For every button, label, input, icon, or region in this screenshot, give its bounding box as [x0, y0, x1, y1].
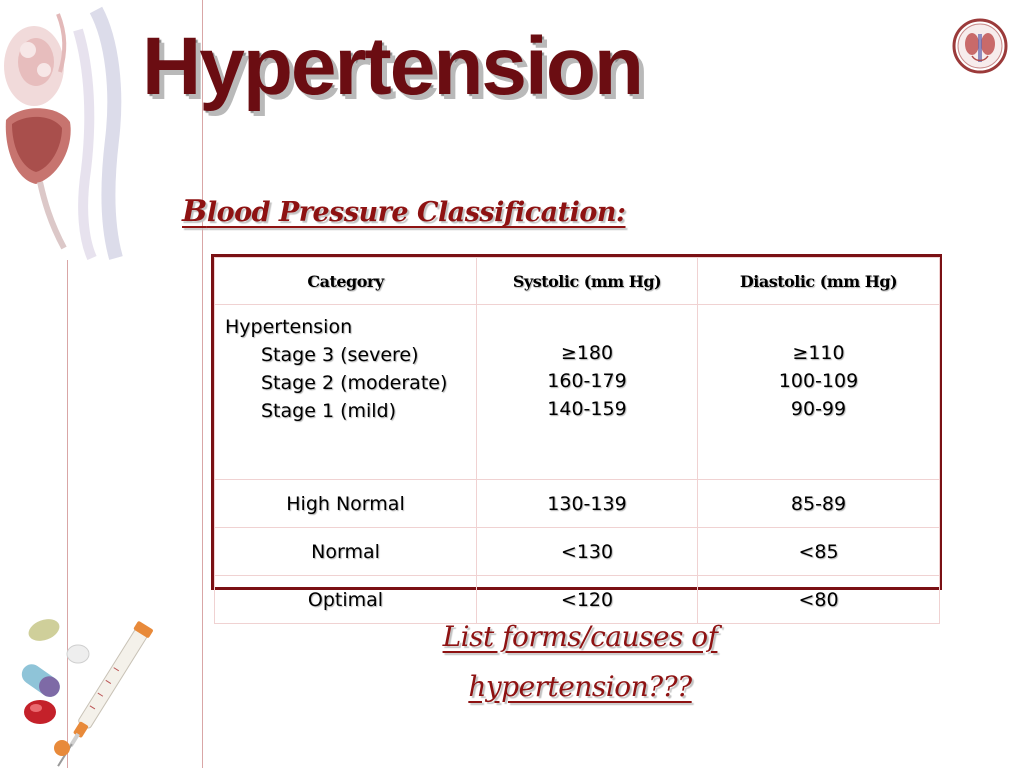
column-header-diastolic: Diastolic (mm Hg) [697, 257, 940, 305]
kidney-anatomy-illustration [0, 0, 130, 260]
category-label-hypertension: Hypertension [225, 316, 353, 338]
margin-guide-lines [67, 0, 203, 768]
discussion-prompt-line-2: hypertension??? [468, 670, 692, 703]
systolic-cell: <120 [476, 575, 698, 624]
diastolic-cell: <85 [697, 527, 940, 576]
systolic-cell: 130-139 [476, 479, 698, 528]
table-row-normal: Normal <130 <85 [214, 527, 940, 576]
kidney-logo-icon [952, 18, 1008, 74]
diastolic-stage-3: ≥110 [792, 342, 845, 364]
discussion-prompt-line-1: List forms/causes of [442, 620, 718, 653]
table-row-high-normal: High Normal 130-139 85-89 [214, 479, 940, 528]
diastolic-stage-1: 90-99 [790, 398, 847, 420]
systolic-stage-1: 140-159 [547, 398, 627, 420]
category-cell-hypertension: Hypertension Stage 3 (severe) Stage 2 (m… [214, 304, 477, 480]
systolic-stage-3: ≥180 [560, 342, 614, 364]
diastolic-stage-2: 100-109 [778, 370, 859, 392]
systolic-cell-hypertension: ≥180 160-179 140-159 [476, 304, 698, 480]
section-heading-rest: lood Pressure Classification: [206, 197, 626, 228]
diastolic-cell: <80 [697, 575, 940, 624]
table-row-hypertension: Hypertension Stage 3 (severe) Stage 2 (m… [214, 304, 940, 480]
diastolic-cell: 85-89 [697, 479, 940, 528]
category-cell: Normal [214, 527, 477, 576]
section-heading: Blood Pressure Classification: [182, 194, 626, 229]
column-header-systolic: Systolic (mm Hg) [476, 257, 698, 305]
category-label-stage-2: Stage 2 (moderate) [261, 372, 448, 394]
systolic-stage-2: 160-179 [547, 370, 627, 392]
slide-title: Hypertension [142, 21, 644, 112]
column-header-category: Category [214, 257, 477, 305]
category-cell: Optimal [214, 575, 477, 624]
discussion-prompt: List forms/causes of hypertension??? [420, 612, 740, 712]
category-cell: High Normal [214, 479, 477, 528]
diastolic-cell-hypertension: ≥110 100-109 90-99 [697, 304, 940, 480]
syringe-and-pills-illustration [21, 619, 153, 767]
table-row-optimal: Optimal <120 <80 [214, 575, 940, 624]
classification-table: Category Systolic (mm Hg) Diastolic (mm … [211, 254, 942, 624]
table-header-row: Category Systolic (mm Hg) Diastolic (mm … [214, 257, 940, 305]
systolic-cell: <130 [476, 527, 698, 576]
section-heading-initial: B [182, 194, 207, 229]
category-label-stage-1: Stage 1 (mild) [261, 400, 397, 422]
category-label-stage-3: Stage 3 (severe) [261, 344, 419, 366]
